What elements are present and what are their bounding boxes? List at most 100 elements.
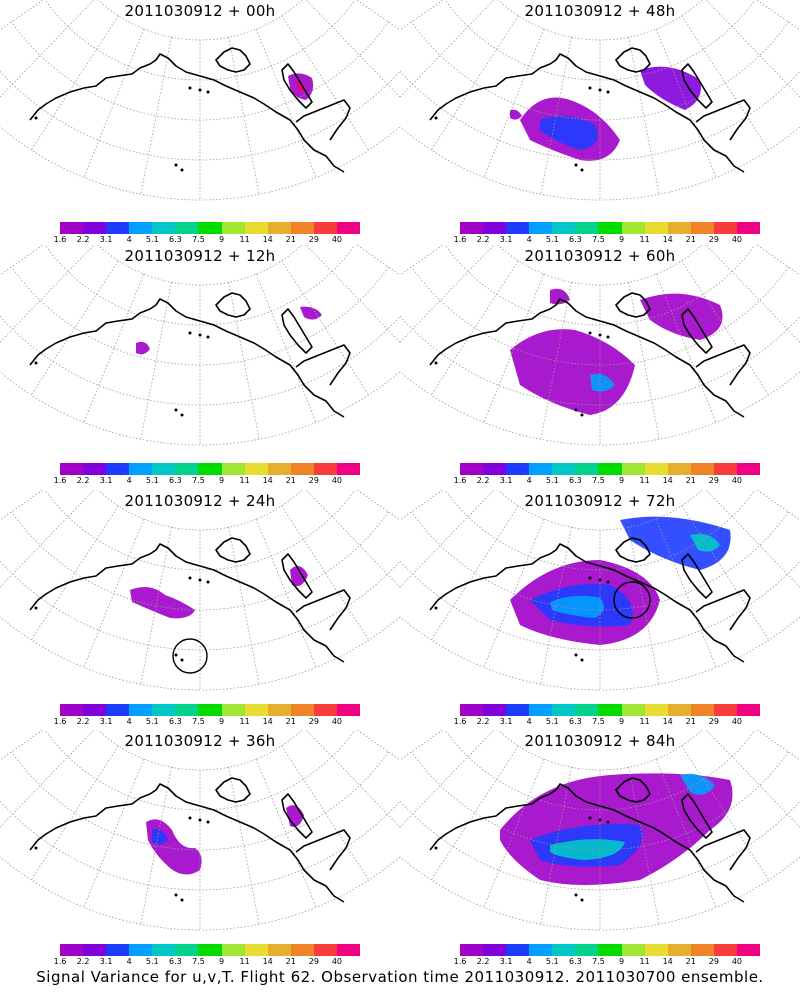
colorbar-tick-label: 9 [618,957,625,966]
latitude-gridline [0,856,400,931]
colorbar-swatch [483,704,507,716]
colorbar-tick-label: 5.1 [545,476,559,485]
coastline [615,292,651,318]
colorbar [460,463,761,475]
longitude-gridline [628,527,660,685]
colorbar-tick-label: 1.6 [453,717,467,726]
longitude-gridline [681,15,770,151]
colorbar-swatch [83,222,107,234]
colorbar-tick-label: 40 [731,957,743,966]
map-plot [0,730,400,931]
latitude-gridline [11,266,389,366]
colorbar-tick-label: 5.1 [145,957,159,966]
colorbar-tick-label: 29 [708,717,719,726]
variance-region [680,773,715,795]
island [206,820,210,824]
island [574,893,578,897]
variance-region [146,819,202,875]
colorbar-swatch [313,463,337,475]
colorbar-swatch [621,463,645,475]
coastline [215,292,251,318]
colorbar-swatch [106,222,130,234]
colorbar-tick-label: 11 [639,476,650,485]
colorbar-tick-label: 5.1 [545,717,559,726]
longitude-gridline [0,490,95,588]
panel-title: 2011030912 + 36h [124,732,276,750]
longitude-gridline [430,15,519,151]
variance-region [690,533,720,552]
colorbar-tick-label: 9 [618,717,625,726]
island [180,413,184,417]
longitude-gridline [400,0,495,98]
colorbar-tick-label: 40 [331,235,343,244]
colorbar-tick-label: 5.1 [545,235,559,244]
latitude-gridline [97,490,303,531]
colorbar-swatch [598,222,622,234]
longitude-gridline [681,505,770,641]
longitude-gridline [400,490,495,588]
island [174,163,178,167]
colorbar-swatch [336,222,361,234]
coastline [29,53,345,173]
coastline [429,53,745,173]
variance-region [286,805,304,827]
latitude-gridline [411,266,789,366]
colorbar-tick-label: 1.6 [53,476,67,485]
colorbar-tick-label: 3.1 [99,235,113,244]
longitude-gridline [756,0,800,31]
longitude-gridline [400,490,444,521]
variance-region [300,306,322,320]
longitude-gridline [681,745,770,881]
colorbar-swatch [460,704,484,716]
longitude-gridline [655,273,717,423]
colorbar-swatch [221,704,245,716]
map-panel-36h: 2011030912 + 36h 1.6 2.2 3.1 4 5.1 6.3 7.5 9 11 1… [0,730,400,975]
longitude-gridline [228,767,260,925]
variance-region [550,839,625,860]
colorbar-swatch [506,463,530,475]
island [434,361,438,365]
colorbar-tick-label: 14 [262,235,273,244]
colorbar-tick-label: 21 [285,476,296,485]
island [598,578,602,582]
colorbar-swatch [290,944,314,956]
colorbar-tick-label: 29 [308,717,319,726]
variance-region [550,288,570,305]
longitude-gridline [0,0,95,98]
panel-title: 2011030912 + 84h [524,732,676,750]
colorbar-swatch [575,944,599,956]
colorbar-tick-label: 14 [262,957,273,966]
latitude-gridline [400,126,800,201]
coastline [29,543,345,663]
colorbar-tick-label: 4 [126,717,132,726]
colorbar-tick-label: 11 [639,235,650,244]
colorbar-tick-label: 21 [685,957,696,966]
colorbar-tick-label: 7.5 [592,717,605,726]
panel-title: 2011030912 + 12h [124,247,276,265]
variance-region [550,595,604,618]
colorbar-tick-label: 4 [526,957,532,966]
longitude-gridline [540,767,572,925]
colorbar-swatch [198,463,222,475]
colorbar-tick-label: 6.3 [569,476,582,485]
colorbar-tick-label: 11 [239,957,250,966]
island [580,168,584,172]
island [198,88,202,92]
coastline [281,63,313,109]
colorbar-swatch [460,463,484,475]
island [34,846,38,850]
colorbar-ticks: 1.6 2.2 3.1 4 5.1 6.3 7.5 9 11 14 21 29 40 [54,717,360,727]
colorbar-tick-label: 2.2 [76,717,90,726]
variance-region [510,109,522,120]
map-panel-24h: 2011030912 + 24h 1.6 2.2 3.1 4 5.1 6.3 7.5 9 11 1… [0,490,400,735]
longitude-gridline [483,28,545,178]
colorbar-tick-label: 7.5 [592,476,605,485]
colorbar-tick-label: 21 [685,235,696,244]
coastline [681,553,713,599]
latitude-gridline [411,751,789,851]
colorbar-swatch [129,704,153,716]
colorbar-swatch [690,944,714,956]
colorbar-swatch [690,463,714,475]
coastline [215,537,251,563]
colorbar-swatch [736,704,761,716]
